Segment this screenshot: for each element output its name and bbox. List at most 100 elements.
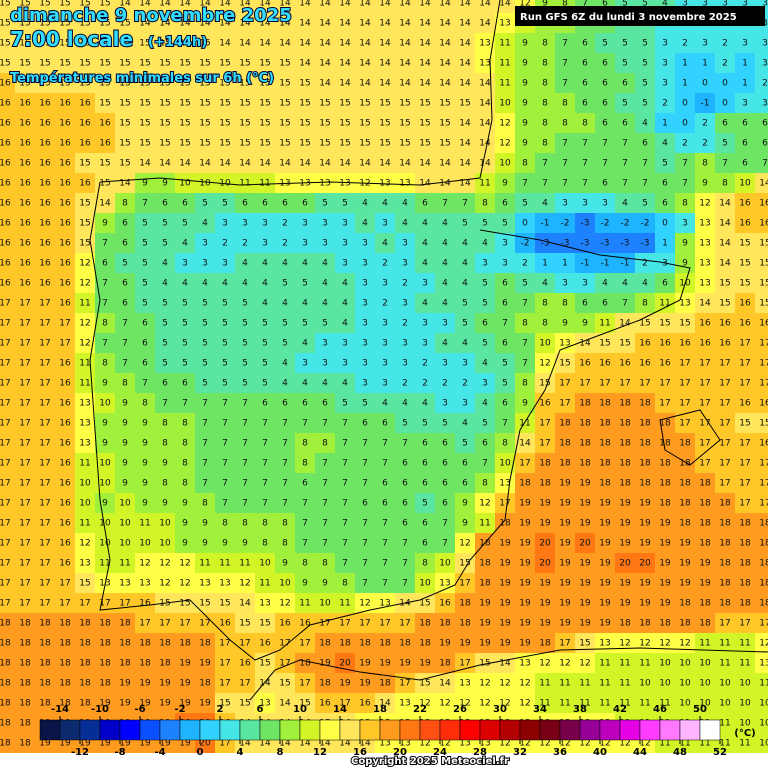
- value-label: 16: [599, 359, 611, 369]
- value-label: 14: [299, 39, 311, 49]
- cell: [75, 113, 95, 133]
- value-label: 16: [19, 179, 31, 189]
- value-label: 7: [722, 159, 728, 169]
- value-label: 18: [539, 639, 551, 649]
- value-label: 16: [39, 259, 51, 269]
- cell: [495, 133, 515, 153]
- cell: [75, 13, 95, 33]
- cell: [255, 13, 275, 33]
- cell: [295, 13, 315, 33]
- value-label: 6: [142, 319, 148, 329]
- value-label: 14: [139, 159, 151, 169]
- value-label: 5: [282, 319, 288, 329]
- value-label: 14: [479, 19, 491, 29]
- value-label: 17: [59, 319, 70, 329]
- value-label: 11: [339, 599, 350, 609]
- value-label: 7: [302, 519, 308, 529]
- cell: [95, 53, 115, 73]
- value-label: 20: [539, 559, 551, 569]
- cell: [195, 113, 215, 133]
- value-label: 20: [639, 559, 651, 569]
- value-label: 5: [222, 319, 228, 329]
- legend-swatch: [559, 719, 581, 741]
- value-label: 14: [499, 0, 511, 9]
- cell: [615, 133, 635, 153]
- value-label: 11: [559, 679, 570, 689]
- cell: [115, 0, 135, 13]
- cell: [135, 73, 155, 93]
- value-label: 19: [139, 679, 151, 689]
- value-label: 7: [602, 139, 608, 149]
- value-label: 7: [202, 399, 208, 409]
- cell: [495, 113, 515, 133]
- value-label: 11: [79, 359, 90, 369]
- value-label: 14: [479, 79, 491, 89]
- value-label: 17: [39, 379, 50, 389]
- value-label: 17: [0, 539, 11, 549]
- cell: [375, 133, 395, 153]
- cell: [435, 53, 455, 73]
- value-label: 18: [0, 639, 11, 649]
- value-label: 15: [399, 139, 410, 149]
- value-label: 16: [739, 299, 751, 309]
- value-label: 19: [559, 539, 571, 549]
- cell: [515, 93, 535, 113]
- value-label: 18: [639, 459, 651, 469]
- value-label: 5: [202, 299, 208, 309]
- value-label: 2: [442, 379, 448, 389]
- value-label: 10: [159, 539, 171, 549]
- value-label: 2: [422, 379, 428, 389]
- cell: [695, 113, 715, 133]
- value-label: 18: [739, 539, 751, 549]
- value-label: 3: [382, 379, 388, 389]
- value-label: 2: [282, 239, 288, 249]
- value-label: 2: [282, 219, 288, 229]
- value-label: 4: [602, 279, 608, 289]
- cell: [515, 133, 535, 153]
- value-label: 7: [562, 59, 568, 69]
- value-label: 7: [582, 139, 588, 149]
- value-label: 17: [19, 519, 30, 529]
- cell: [595, 53, 615, 73]
- value-label: 18: [699, 499, 711, 509]
- value-label: 11: [479, 179, 490, 189]
- legend-swatch: [499, 719, 521, 741]
- cell: [395, 73, 415, 93]
- value-label: 15: [759, 239, 768, 249]
- value-label: 15: [239, 699, 250, 709]
- value-label: 15: [259, 139, 270, 149]
- value-label: 17: [299, 679, 310, 689]
- value-label: 3: [442, 399, 448, 409]
- value-label: 3: [562, 279, 568, 289]
- cell: [95, 93, 115, 113]
- value-label: 6: [242, 199, 248, 209]
- value-label: 3: [662, 79, 668, 89]
- value-label: 18: [739, 559, 751, 569]
- value-label: 19: [579, 599, 591, 609]
- value-label: -1: [581, 259, 590, 269]
- value-label: -2: [621, 219, 630, 229]
- value-label: 0: [682, 119, 688, 129]
- value-label: 6: [122, 219, 128, 229]
- cell: [195, 93, 215, 113]
- value-label: 7: [562, 139, 568, 149]
- value-label: 19: [599, 499, 611, 509]
- legend-label: 10: [293, 704, 307, 715]
- value-label: 18: [519, 479, 531, 489]
- value-label: 17: [0, 559, 11, 569]
- value-label: 4: [462, 419, 468, 429]
- value-label: 15: [279, 99, 290, 109]
- value-label: 12: [79, 339, 90, 349]
- value-label: 12: [359, 599, 370, 609]
- value-label: 8: [642, 299, 648, 309]
- value-label: 10: [99, 459, 111, 469]
- value-label: 15: [219, 599, 230, 609]
- value-label: 18: [579, 419, 591, 429]
- value-label: 18: [719, 599, 731, 609]
- cell: [455, 0, 475, 13]
- value-label: 3: [222, 259, 228, 269]
- value-label: 18: [39, 639, 51, 649]
- value-label: 14: [419, 0, 431, 9]
- value-label: 14: [419, 79, 431, 89]
- value-label: 11: [259, 179, 270, 189]
